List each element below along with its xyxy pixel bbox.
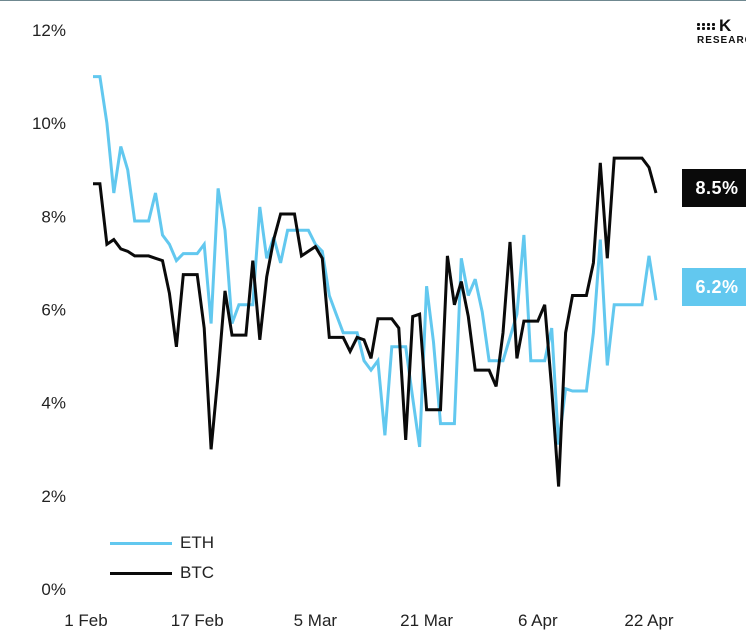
y-tick-label: 8%: [41, 207, 66, 226]
legend-item-eth: ETH: [110, 528, 214, 558]
y-tick-label: 12%: [32, 21, 66, 40]
x-tick-label: 22 Apr: [624, 611, 673, 630]
legend-swatch-eth: [110, 541, 172, 545]
x-tick-label: 17 Feb: [171, 611, 224, 630]
eth-last-value-badge: 6.2%: [682, 268, 746, 306]
y-tick-label: 10%: [32, 114, 66, 133]
top-divider: [0, 0, 746, 1]
btc-last-value-badge: 8.5%: [682, 169, 746, 207]
x-tick-label: 21 Mar: [400, 611, 453, 630]
series-line-btc: [93, 156, 658, 487]
x-tick-label: 6 Apr: [518, 611, 558, 630]
legend-label-btc: BTC: [180, 563, 214, 582]
y-axis-ticks: 0% 2% 4% 6% 8% 10% 12%: [32, 21, 66, 599]
x-tick-label: 5 Mar: [294, 611, 338, 630]
series-line-eth: [93, 75, 658, 448]
y-tick-label: 6%: [41, 301, 66, 320]
brand-mark: K: [719, 18, 732, 35]
y-tick-label: 4%: [41, 394, 66, 413]
y-tick-label: 0%: [41, 580, 66, 599]
legend-swatch-btc: [110, 571, 172, 575]
y-tick-label: 2%: [41, 487, 66, 506]
chart-legend: ETH BTC: [110, 528, 214, 588]
brand-logo: K RESEARCH: [697, 18, 746, 50]
series-lines: [93, 75, 658, 487]
legend-label-eth: ETH: [180, 533, 214, 552]
x-axis-ticks: 1 Feb 17 Feb 5 Mar 21 Mar 6 Apr 22 Apr: [64, 611, 674, 630]
brand-dots-icon: [697, 22, 716, 30]
brand-subtitle: RESEARCH: [697, 35, 746, 46]
x-tick-label: 1 Feb: [64, 611, 107, 630]
legend-item-btc: BTC: [110, 558, 214, 588]
